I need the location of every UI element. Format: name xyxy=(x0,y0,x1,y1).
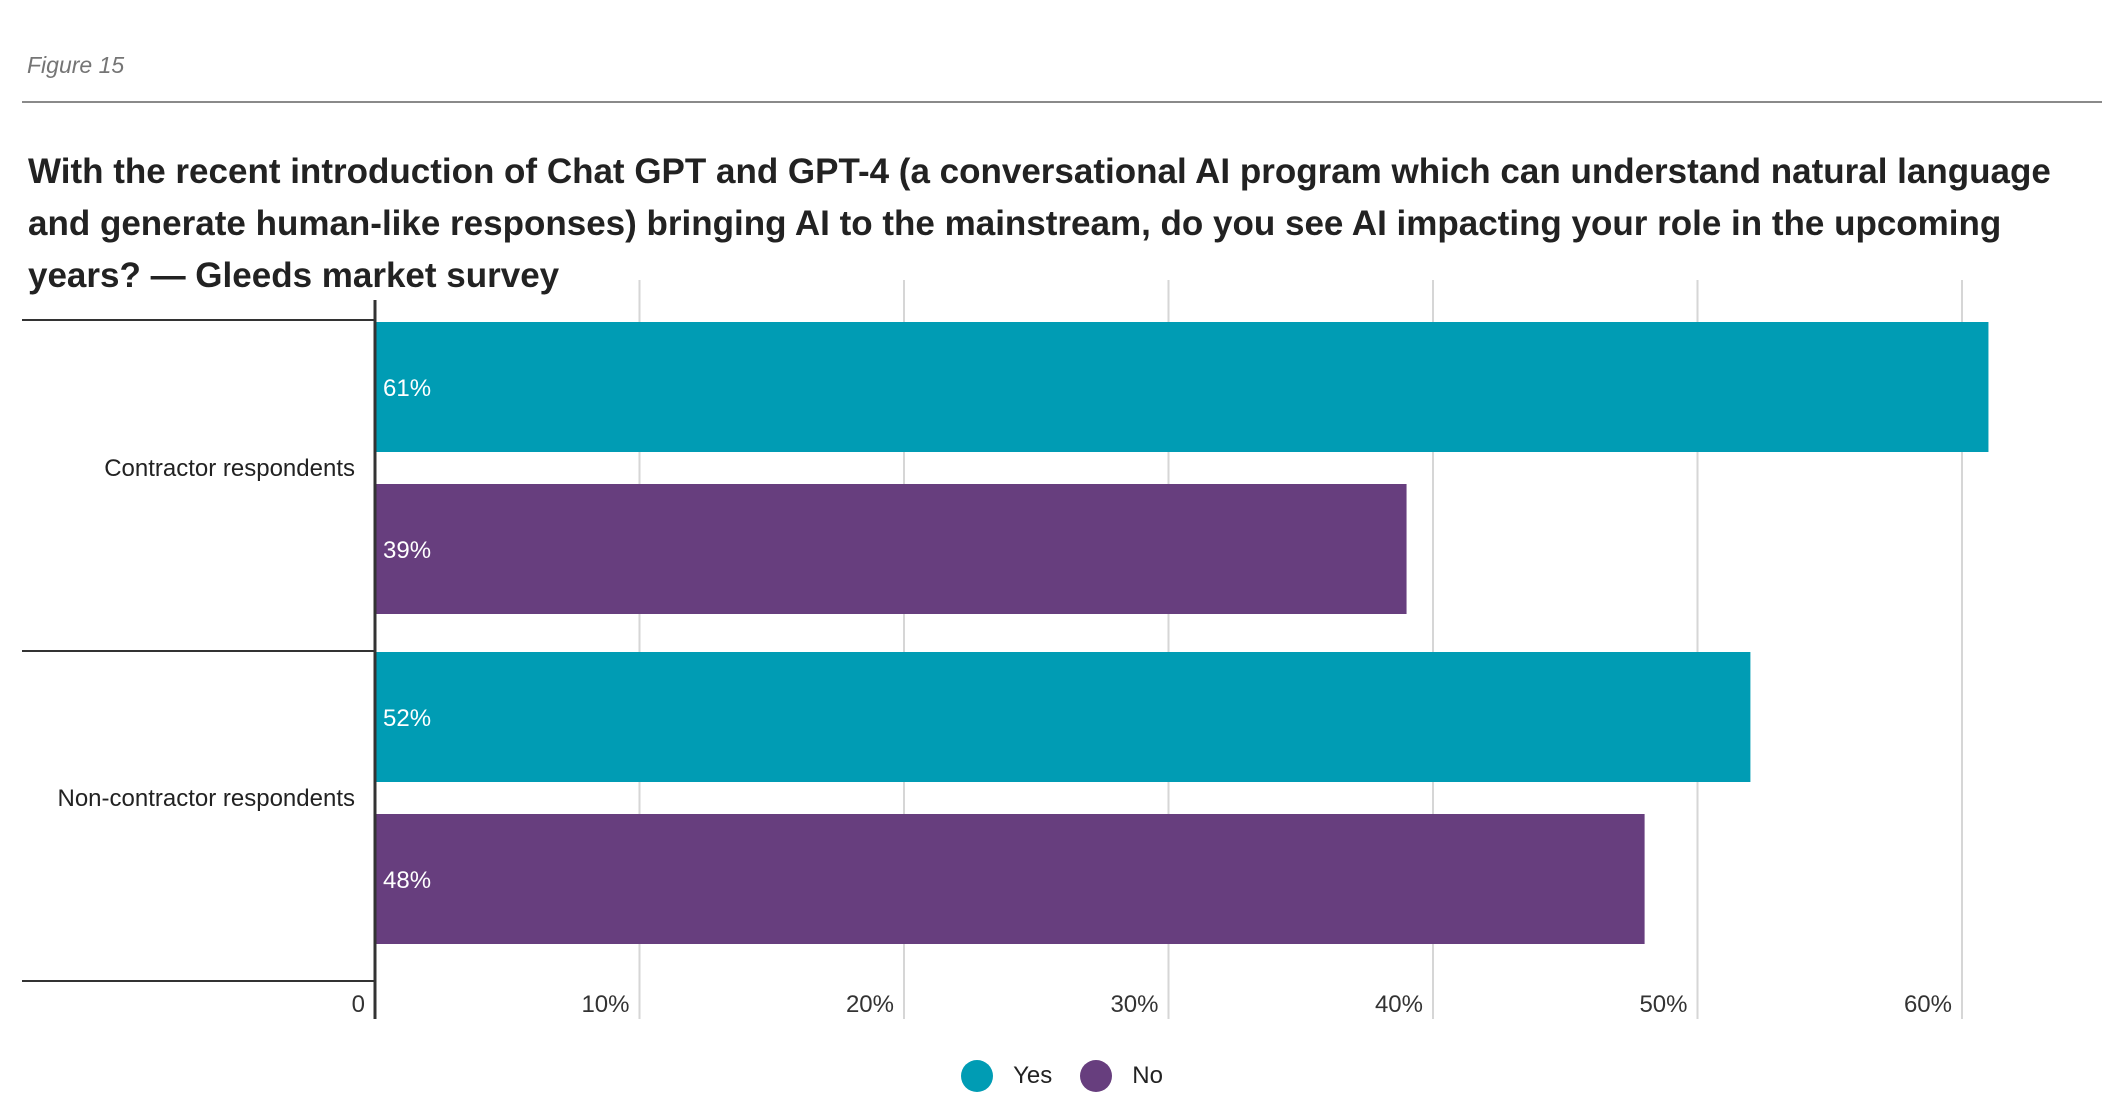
chart-title: With the recent introduction of Chat GPT… xyxy=(28,152,2051,295)
category-labels: Contractor respondents Non-contractor res… xyxy=(58,455,356,812)
bar-value-labels: 61% 39% 52% 48% xyxy=(383,375,431,894)
bar-no xyxy=(375,484,1407,614)
category-label: Contractor respondents xyxy=(104,455,355,482)
bar-value-label: 39% xyxy=(383,537,431,564)
x-tick-labels: 0 10% 20% 30% 40% 50% 60% xyxy=(352,991,1952,1018)
x-tick-label: 30% xyxy=(1110,991,1158,1018)
legend: Yes No xyxy=(0,1060,2124,1092)
bar-value-label: 48% xyxy=(383,867,431,894)
bar-yes xyxy=(375,322,1989,452)
bar-value-label: 61% xyxy=(383,375,431,402)
bar-no xyxy=(375,814,1645,944)
x-tick-label: 40% xyxy=(1375,991,1423,1018)
legend-swatch-yes xyxy=(961,1060,994,1092)
legend-item-yes: Yes xyxy=(961,1060,1052,1092)
bar-chart: 61% 39% 52% 48% Contractor respondents Non-c… xyxy=(22,280,1989,1019)
bar-yes xyxy=(375,652,1751,782)
top-divider xyxy=(22,101,2102,103)
legend-label-yes: Yes xyxy=(1013,1062,1053,1089)
x-tick-label: 10% xyxy=(581,991,629,1018)
legend-swatch-no xyxy=(1080,1060,1113,1092)
bars xyxy=(375,322,1989,944)
bar-value-label: 52% xyxy=(383,705,431,732)
figure-label: Figure 15 xyxy=(27,52,125,78)
legend-item-no: No xyxy=(1080,1060,1163,1092)
legend-label-no: No xyxy=(1132,1062,1163,1089)
x-tick-label: 0 xyxy=(352,991,365,1018)
category-separators xyxy=(22,319,375,982)
x-tick-label: 60% xyxy=(1904,991,1952,1018)
x-tick-label: 20% xyxy=(846,991,894,1018)
category-label: Non-contractor respondents xyxy=(58,785,356,812)
x-tick-label: 50% xyxy=(1639,991,1687,1018)
